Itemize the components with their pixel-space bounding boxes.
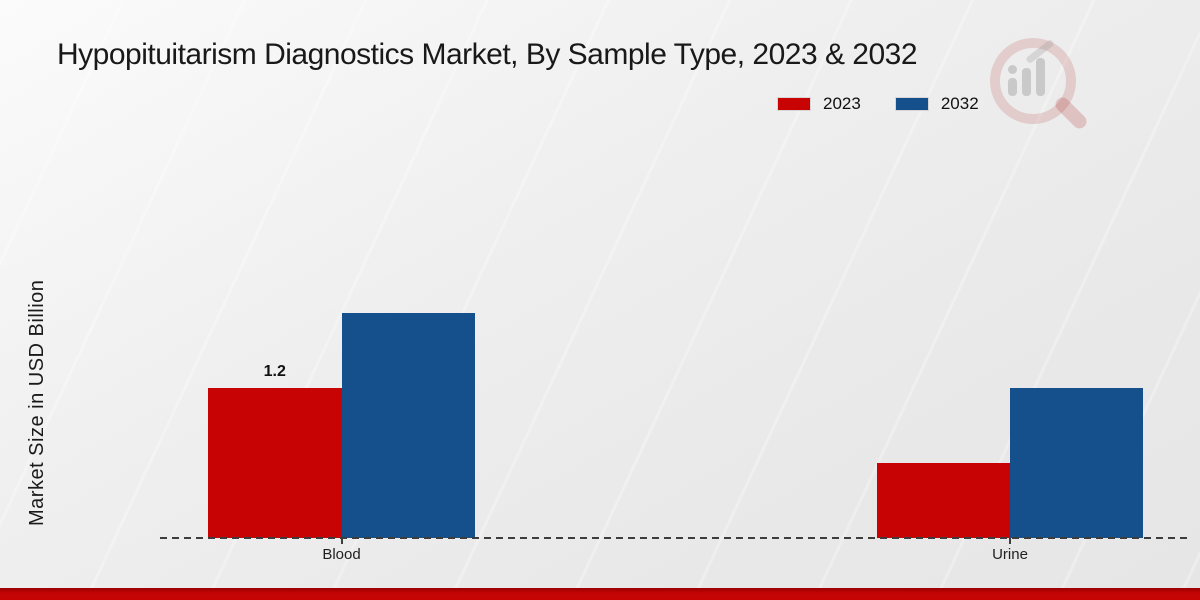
legend-label: 2032	[940, 94, 979, 113]
x-axis-tick	[340, 538, 343, 544]
footer-accent-band	[0, 588, 1200, 600]
bar-blood-2032	[341, 313, 475, 538]
magnifier-bar-chart-icon	[988, 34, 1098, 149]
legend-label: 2023	[823, 94, 861, 113]
bar-blood-2023: 1.2	[208, 363, 342, 538]
magnifier-ring-icon	[990, 38, 1076, 124]
chart-bar-icon	[1008, 78, 1017, 96]
x-axis-baseline	[160, 537, 1188, 539]
legend-item-2023: 2023	[777, 94, 861, 114]
y-axis-label: Market Size in USD Billion	[26, 279, 48, 526]
legend-item-2032: 2032	[894, 94, 979, 114]
bar-urine-2032	[1010, 388, 1143, 538]
x-axis-tick	[1009, 538, 1011, 544]
chart-dot-icon	[1008, 65, 1017, 74]
category-label-blood: Blood	[322, 546, 361, 563]
chart-bar-icon	[1036, 58, 1045, 96]
legend-swatch-2032	[894, 97, 929, 111]
legend: 2023 2032	[777, 94, 979, 114]
chart-bar-icon	[1022, 68, 1031, 96]
bar-group-urine	[877, 388, 1143, 538]
bar-value-label: 1.2	[263, 363, 286, 380]
chart-title: Hypopituitarism Diagnostics Market, By S…	[57, 38, 918, 71]
legend-swatch-2023	[777, 97, 811, 111]
bar-urine-2023	[877, 463, 1010, 538]
bar-group-blood: 1.2	[208, 313, 475, 538]
category-label-urine: Urine	[992, 546, 1028, 563]
